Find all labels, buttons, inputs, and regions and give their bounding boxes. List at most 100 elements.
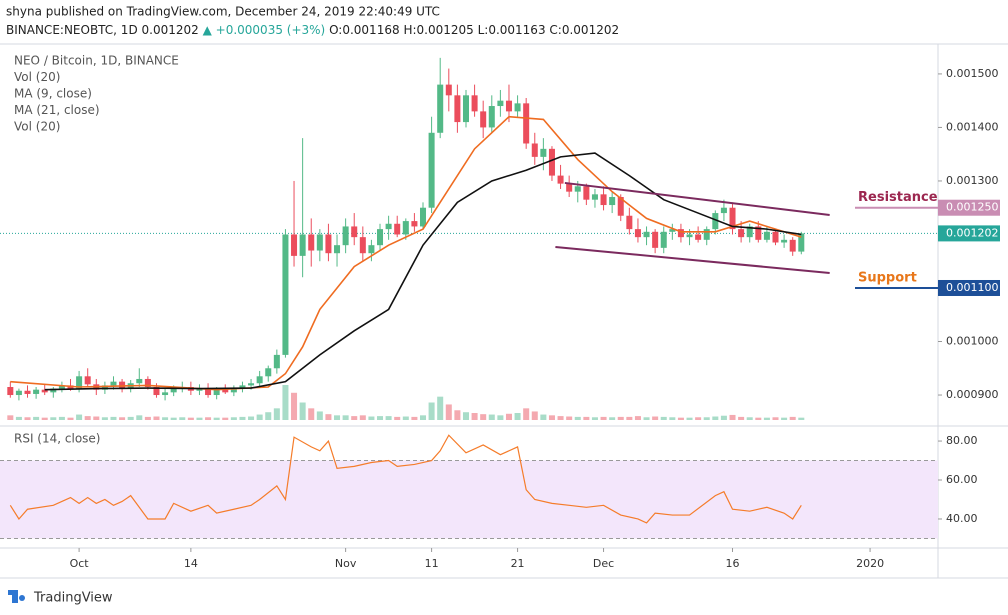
candle-body [273,354,280,369]
volume-bar [540,414,547,420]
candle-body [514,103,521,112]
volume-bar [101,417,108,420]
candle-body [239,385,246,389]
volume-bar [222,417,229,420]
candle-body [480,111,487,128]
volume-bar [738,416,745,420]
candle-body [153,387,160,396]
price-tag [938,225,1000,242]
candle-body [445,84,452,96]
change: ▲ +0.000035 (+3%) [203,23,326,37]
volume-bar [282,385,289,420]
price-tag [938,279,1000,296]
volume-bar [119,417,126,420]
trend-channel [555,246,830,275]
candle-body [763,231,770,240]
ohlc: O:0.001168 [329,23,400,37]
candle-body [669,229,676,232]
volume-bar [50,417,57,420]
volume-bar [789,416,796,420]
volume-bar [265,412,272,420]
volume-bar [411,416,418,420]
volume-bar [634,416,641,420]
volume-bar [256,414,263,420]
candle-body [557,175,564,184]
candle-body [248,383,255,386]
volume-bar [76,414,83,420]
candle-body [316,234,323,251]
volume-bar [609,417,616,420]
level-text: Support [858,270,917,285]
candle-body [789,239,796,252]
volume-bar [471,413,478,420]
candle-body [720,207,727,214]
candle-body [213,389,220,396]
volume-bar [523,408,530,420]
volume-bar [33,416,40,420]
volume-bar [746,417,753,420]
candle-body [591,194,598,200]
candle-body [712,213,719,230]
candle-body [33,389,40,394]
volume-bar [798,417,805,420]
volume-bar [196,417,203,420]
volume-bar [669,417,676,420]
volume-bar [308,408,315,420]
candle-body [119,381,126,389]
volume-bar [41,417,48,420]
level-text: Resistance [858,190,938,205]
candle-body [600,194,607,206]
volume-bar [230,417,237,420]
volume-bar [15,416,22,420]
trend-channel [564,181,830,216]
candle-body [325,234,332,254]
y-tick-label: 40.00 [946,512,978,525]
x-tick-label: 2020 [856,557,884,570]
price-tag-label: 0.001100 [946,281,999,294]
symbol-line: BINANCE:NEOBTC, 1D 0.001202 ▲ +0.000035 … [6,23,619,37]
candle-body [781,239,788,243]
candle-body [256,376,263,384]
candle-body [617,197,624,216]
volume-bar [781,417,788,420]
volume-bar [428,402,435,420]
volume-bar [755,417,762,420]
volume-bar [342,415,349,420]
volume-bar [643,417,650,420]
candle-body [308,234,315,251]
candle-body [291,234,298,256]
y-tick-label: 0.000900 [946,388,999,401]
ohlc: H:0.001205 [403,23,473,37]
candle-body [101,385,108,390]
y-tick-label: 0.001400 [946,120,999,133]
candle-body [798,233,805,252]
candle-body [652,231,659,248]
x-tick-label: 21 [511,557,525,570]
volume-bar [385,416,392,420]
volume-bar [454,410,461,420]
volume-bar [488,414,495,420]
ohlc: L:0.001163 [478,23,546,37]
volume-bar [617,416,624,420]
candle-body [222,389,229,393]
candle-body [394,223,401,235]
candle-body [170,388,177,393]
volume-bar [239,416,246,420]
volume-bar [205,417,212,420]
y-tick-label: 80.00 [946,434,978,447]
candle-body [695,234,702,240]
x-tick-label: Dec [593,557,614,570]
volume-bar [153,416,160,420]
volume-bar [686,417,693,420]
volume-bar [144,416,151,420]
candle-body [411,221,418,227]
volume-bar [24,417,31,420]
candle-body [351,226,358,238]
candle-body [7,387,14,396]
candle-body [462,95,469,123]
price-tag [938,199,1000,216]
volume-bar [591,417,598,420]
volume-bar [462,412,469,420]
symbol: BINANCE:NEOBTC, 1D [6,23,138,37]
